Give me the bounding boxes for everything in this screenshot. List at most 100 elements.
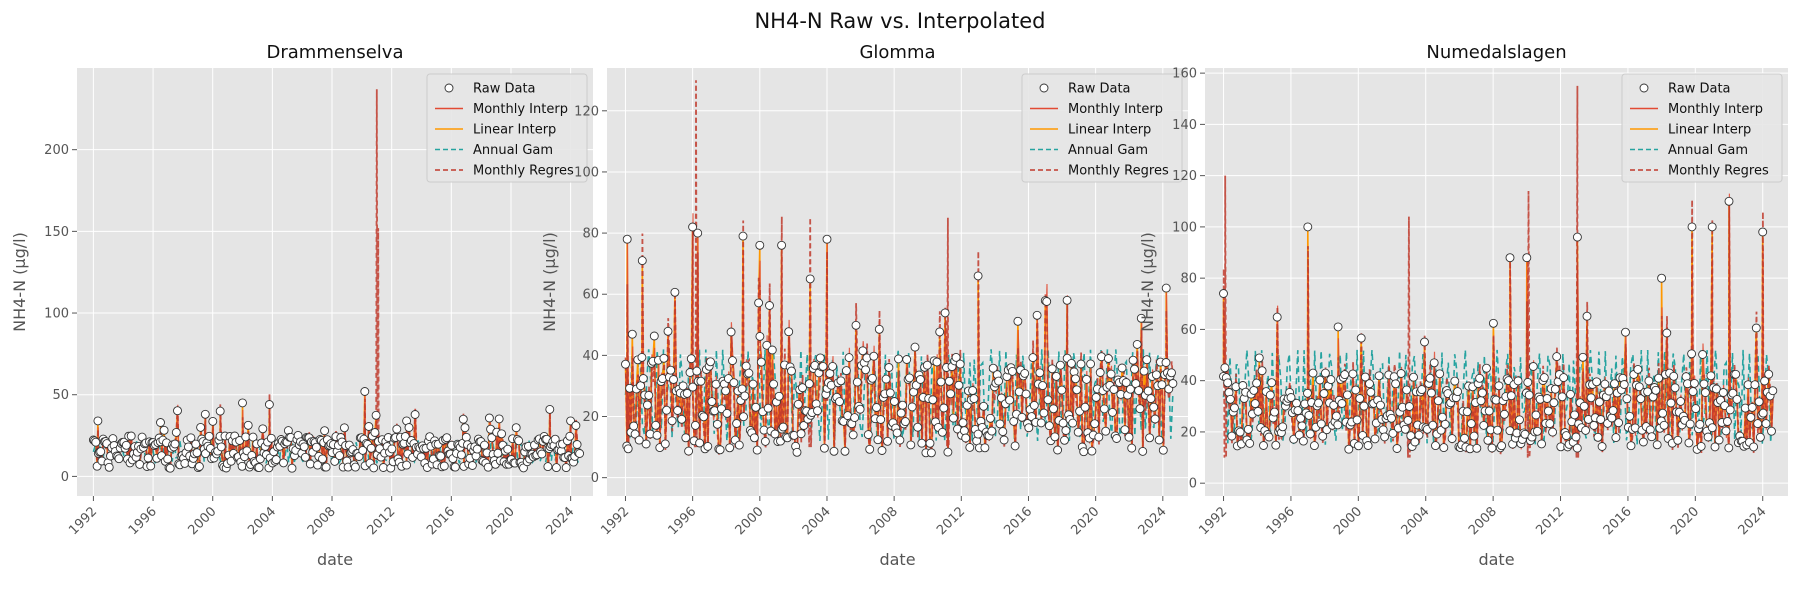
raw-data-point [258, 424, 268, 434]
raw-data-point [1506, 391, 1516, 401]
raw-data-point [1764, 369, 1774, 379]
raw-data-point [1079, 447, 1089, 457]
y-tick-label: 0 [61, 470, 69, 485]
raw-data-point [915, 375, 925, 384]
raw-data-point [1666, 398, 1676, 408]
y-tick-label: 40 [1180, 374, 1197, 389]
raw-data-point [725, 443, 735, 453]
x-tick-label: 2008 [867, 504, 901, 538]
raw-data-point [458, 414, 468, 424]
y-tick-label: 80 [1180, 272, 1197, 287]
raw-data-point [939, 403, 949, 413]
raw-data-point [287, 463, 297, 473]
raw-data-point [652, 430, 662, 440]
raw-data-point [621, 359, 630, 369]
raw-data-point [728, 356, 737, 366]
raw-data-point [1636, 394, 1646, 404]
raw-data-point [1608, 406, 1618, 415]
raw-data-point [1359, 401, 1369, 411]
raw-data-point [851, 320, 861, 330]
raw-data-point [358, 445, 368, 455]
panel-title: Numedalslagen [1426, 42, 1566, 63]
raw-data-point [1388, 428, 1398, 438]
raw-data-point [1539, 373, 1549, 383]
raw-data-point [1351, 385, 1361, 395]
raw-data-point [894, 354, 903, 364]
raw-data-point [279, 458, 288, 468]
raw-data-point [1132, 339, 1142, 349]
raw-data-point [819, 443, 829, 453]
raw-data-point [1068, 418, 1078, 428]
raw-data-point [410, 410, 420, 419]
raw-data-point [1695, 419, 1705, 429]
x-axis-label: date [317, 550, 353, 569]
raw-data-point [1698, 350, 1708, 359]
x-tick-label: 2016 [1001, 504, 1035, 538]
legend-label: Raw Data [1668, 82, 1731, 97]
raw-data-point [1548, 427, 1558, 437]
raw-data-point [1257, 366, 1267, 376]
raw-data-point [999, 435, 1009, 445]
raw-data-point [681, 433, 691, 443]
raw-data-point [706, 357, 715, 367]
raw-data-point [1315, 375, 1325, 385]
raw-data-point [850, 413, 860, 423]
raw-data-point [932, 357, 942, 367]
raw-data-point [637, 256, 647, 266]
raw-data-point [729, 378, 739, 388]
raw-data-point [896, 408, 906, 418]
raw-data-point [865, 444, 875, 454]
legend-label: Raw Data [1068, 82, 1131, 97]
raw-data-point [712, 419, 722, 429]
raw-data-point [829, 446, 839, 456]
raw-data-point [979, 401, 989, 411]
raw-data-point [928, 395, 938, 405]
raw-data-point [1080, 402, 1090, 412]
raw-data-point [1543, 406, 1553, 416]
raw-data-point [1035, 368, 1045, 378]
raw-data-point [994, 376, 1004, 386]
raw-data-point [792, 447, 802, 457]
raw-data-point [669, 375, 678, 384]
raw-data-point [1267, 378, 1277, 388]
raw-data-point [1572, 232, 1582, 242]
x-tick-label: 2000 [186, 504, 220, 538]
raw-data-point [1749, 442, 1759, 452]
raw-data-point [1342, 390, 1352, 400]
raw-data-point [194, 462, 204, 471]
raw-data-point [1725, 405, 1735, 415]
raw-data-point [1072, 385, 1082, 395]
raw-data-point [813, 406, 822, 416]
raw-data-point [1732, 394, 1742, 404]
raw-data-point [1414, 430, 1424, 440]
raw-data-point [1610, 379, 1619, 389]
raw-data-point [1076, 359, 1086, 369]
raw-data-point [627, 329, 637, 339]
raw-data-point [973, 429, 983, 439]
raw-data-point [572, 440, 582, 449]
raw-data-point [264, 400, 274, 409]
raw-data-point [634, 435, 644, 445]
raw-data-point [318, 454, 327, 464]
raw-data-point [1420, 337, 1429, 347]
panel-2: 0 20 40 60 80 100 120 140 160 1992 1996 2000 2004 200… [1138, 42, 1788, 569]
raw-data-point [749, 433, 759, 443]
raw-data-point [752, 445, 762, 455]
raw-data-point [1625, 411, 1635, 421]
raw-data-point [1252, 378, 1262, 388]
raw-data-point [1254, 353, 1264, 363]
raw-data-point [1760, 376, 1770, 386]
raw-data-point [1699, 379, 1709, 389]
raw-data-point [688, 382, 698, 392]
raw-data-point [104, 462, 114, 472]
raw-data-point [1688, 387, 1698, 397]
legend-label: Raw Data [473, 82, 536, 97]
panel-1: 0 20 40 60 80 100 120 1992 1996 2000 2004 2008 2012 2… [540, 42, 1188, 569]
raw-data-point [867, 373, 877, 383]
raw-data-point [644, 390, 654, 400]
raw-data-point [898, 400, 908, 410]
legend: Raw Data Monthly Interp Linear Interp Annua… [1021, 73, 1183, 183]
raw-data-point [1304, 410, 1314, 420]
raw-data-point [183, 442, 193, 452]
